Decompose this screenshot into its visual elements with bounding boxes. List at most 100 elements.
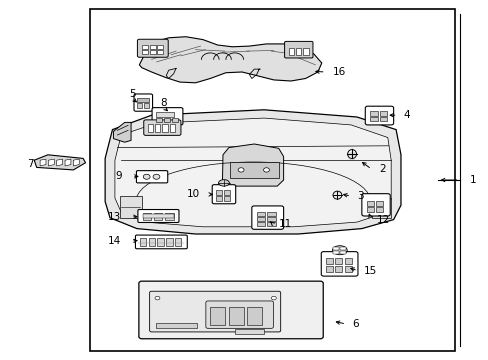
- FancyBboxPatch shape: [139, 281, 323, 339]
- Text: 2: 2: [378, 164, 385, 174]
- Bar: [369, 111, 377, 116]
- Bar: [366, 207, 373, 212]
- Bar: [224, 190, 229, 195]
- Bar: [142, 45, 147, 49]
- FancyBboxPatch shape: [205, 301, 273, 328]
- Bar: [335, 266, 342, 272]
- Bar: [169, 124, 175, 132]
- FancyBboxPatch shape: [143, 120, 181, 135]
- FancyBboxPatch shape: [284, 41, 312, 58]
- Polygon shape: [115, 118, 390, 227]
- Bar: [303, 48, 308, 55]
- Polygon shape: [48, 159, 54, 166]
- Bar: [172, 118, 178, 122]
- Bar: [228, 307, 243, 325]
- FancyBboxPatch shape: [251, 206, 283, 229]
- FancyBboxPatch shape: [152, 108, 183, 125]
- Ellipse shape: [155, 296, 160, 300]
- Text: 11: 11: [278, 219, 291, 229]
- Text: 7: 7: [26, 159, 33, 169]
- Bar: [325, 258, 332, 264]
- Bar: [157, 238, 163, 246]
- Bar: [369, 117, 377, 121]
- Ellipse shape: [238, 168, 244, 172]
- Bar: [333, 251, 338, 254]
- Bar: [375, 201, 383, 206]
- Bar: [147, 124, 153, 132]
- Bar: [155, 124, 160, 132]
- Bar: [157, 45, 163, 49]
- Polygon shape: [73, 159, 79, 166]
- Bar: [137, 103, 142, 108]
- Bar: [155, 323, 197, 328]
- Text: 15: 15: [364, 266, 377, 276]
- Bar: [154, 213, 162, 220]
- Polygon shape: [222, 144, 283, 186]
- Bar: [165, 213, 173, 220]
- Text: 10: 10: [186, 189, 199, 199]
- Ellipse shape: [143, 174, 150, 179]
- Ellipse shape: [153, 174, 160, 179]
- Bar: [162, 124, 167, 132]
- Bar: [216, 190, 222, 195]
- Ellipse shape: [332, 246, 346, 255]
- Bar: [256, 222, 264, 226]
- Polygon shape: [34, 155, 85, 170]
- Bar: [333, 247, 338, 250]
- Bar: [149, 45, 155, 49]
- Ellipse shape: [218, 180, 229, 186]
- Polygon shape: [57, 159, 62, 166]
- FancyBboxPatch shape: [134, 94, 152, 111]
- Bar: [142, 213, 151, 220]
- Bar: [256, 217, 264, 221]
- Ellipse shape: [271, 296, 276, 300]
- Polygon shape: [139, 37, 321, 83]
- Text: 16: 16: [332, 67, 345, 77]
- Text: 3: 3: [356, 191, 363, 201]
- Polygon shape: [40, 159, 46, 166]
- Bar: [148, 238, 155, 246]
- FancyBboxPatch shape: [365, 106, 393, 125]
- Bar: [256, 212, 264, 216]
- Polygon shape: [65, 159, 71, 166]
- FancyBboxPatch shape: [137, 39, 168, 57]
- Bar: [216, 196, 222, 201]
- Bar: [344, 266, 351, 272]
- FancyBboxPatch shape: [135, 235, 187, 249]
- Bar: [375, 207, 383, 212]
- Bar: [340, 251, 345, 254]
- Ellipse shape: [347, 150, 356, 158]
- Bar: [142, 214, 173, 218]
- Polygon shape: [113, 122, 131, 142]
- FancyBboxPatch shape: [149, 291, 280, 332]
- Bar: [234, 329, 264, 334]
- Bar: [90, 9, 454, 351]
- Bar: [340, 247, 345, 250]
- Bar: [371, 198, 390, 218]
- Bar: [142, 50, 147, 54]
- Bar: [210, 307, 224, 325]
- Bar: [295, 48, 301, 55]
- Bar: [224, 196, 229, 201]
- FancyBboxPatch shape: [136, 171, 167, 183]
- Bar: [120, 196, 142, 218]
- Bar: [229, 162, 278, 178]
- Text: 9: 9: [115, 171, 122, 181]
- Bar: [157, 50, 163, 54]
- Bar: [166, 238, 172, 246]
- Text: 6: 6: [351, 319, 358, 329]
- Text: 5: 5: [128, 89, 135, 99]
- Text: 8: 8: [160, 98, 167, 108]
- Bar: [325, 266, 332, 272]
- FancyBboxPatch shape: [361, 194, 389, 216]
- Bar: [175, 238, 181, 246]
- Ellipse shape: [263, 168, 269, 172]
- Bar: [267, 222, 275, 226]
- Bar: [379, 117, 386, 121]
- Bar: [247, 307, 262, 325]
- Polygon shape: [105, 110, 400, 234]
- Bar: [144, 103, 149, 108]
- Bar: [267, 212, 275, 216]
- FancyBboxPatch shape: [138, 210, 179, 222]
- Bar: [137, 98, 149, 102]
